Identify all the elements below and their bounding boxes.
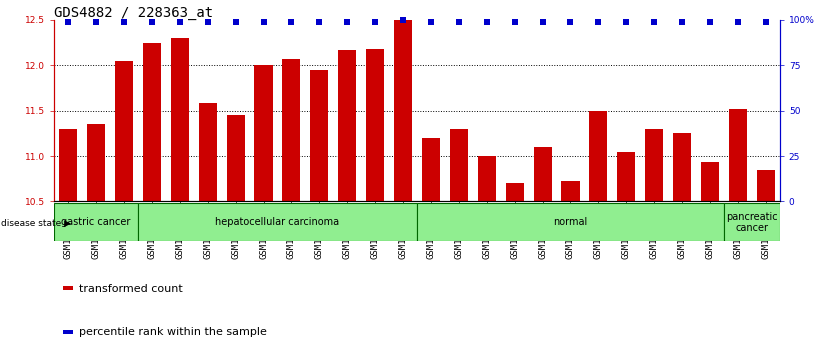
Bar: [143, 43, 161, 201]
Bar: [478, 156, 496, 201]
Bar: [505, 183, 524, 201]
Bar: [115, 61, 133, 201]
Bar: [171, 38, 188, 201]
Bar: [394, 20, 412, 201]
Text: gastric cancer: gastric cancer: [62, 217, 131, 227]
Bar: [673, 134, 691, 201]
Bar: [59, 129, 78, 201]
Bar: [729, 109, 747, 201]
Bar: [283, 59, 300, 201]
Text: normal: normal: [554, 217, 588, 227]
Bar: [254, 65, 273, 201]
Bar: [198, 103, 217, 201]
Bar: [422, 138, 440, 201]
Bar: [534, 147, 551, 201]
Bar: [310, 70, 329, 201]
Text: hepatocellular carcinoma: hepatocellular carcinoma: [215, 217, 339, 227]
Bar: [590, 111, 607, 201]
Bar: [724, 203, 780, 241]
Text: GDS4882 / 228363_at: GDS4882 / 228363_at: [54, 6, 214, 20]
Bar: [646, 129, 663, 201]
Text: pancreatic
cancer: pancreatic cancer: [726, 212, 777, 233]
Bar: [617, 151, 636, 201]
Text: disease state ▶: disease state ▶: [1, 219, 71, 228]
Bar: [227, 115, 244, 201]
Bar: [561, 182, 580, 201]
Bar: [417, 203, 724, 241]
Bar: [701, 163, 719, 201]
Bar: [54, 203, 138, 241]
Bar: [87, 125, 105, 201]
Bar: [450, 129, 468, 201]
Bar: [138, 203, 417, 241]
Bar: [366, 49, 384, 201]
Text: percentile rank within the sample: percentile rank within the sample: [79, 327, 267, 337]
Text: transformed count: transformed count: [79, 284, 183, 294]
Bar: [338, 50, 356, 201]
Bar: [756, 170, 775, 201]
